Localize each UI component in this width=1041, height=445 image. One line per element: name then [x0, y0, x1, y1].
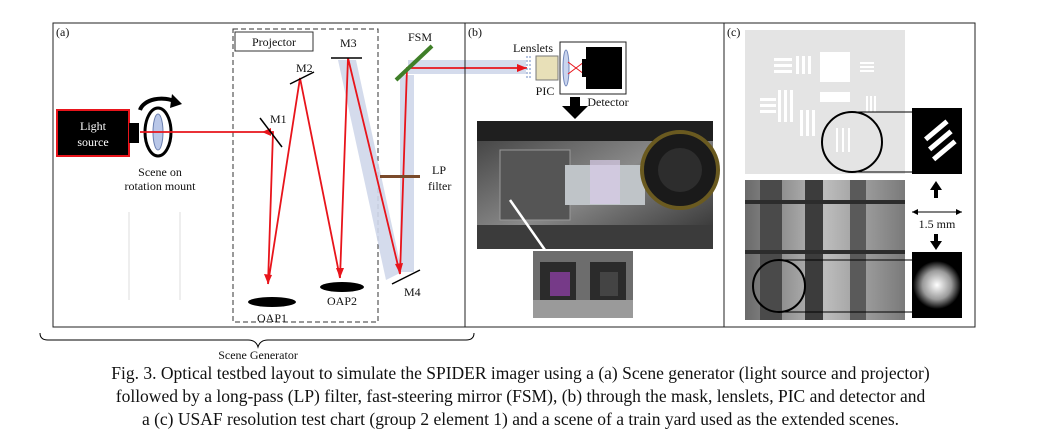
mask-inset-photo [533, 251, 633, 318]
pic-label: PIC [536, 84, 555, 98]
scale-arrow-up-head [930, 181, 942, 190]
detector-ray-2 [567, 61, 585, 75]
lp-filter [380, 175, 420, 178]
down-arrow-head [562, 106, 588, 119]
panel-b-label: (b) [468, 25, 482, 39]
mirror-m4-label: M4 [404, 285, 421, 299]
beam-arrow-5 [517, 64, 527, 72]
panel-c-label: (c) [727, 25, 740, 39]
figure-caption: Fig. 3. Optical testbed layout to simula… [0, 362, 1041, 431]
detector-label: Detector [587, 95, 628, 109]
panel-c-frame [723, 22, 976, 328]
scene-mount-label-1: Scene on [138, 165, 182, 179]
mirror-m1 [259, 117, 283, 148]
train-spot [913, 261, 961, 309]
projector-label: Projector [252, 35, 296, 49]
caption-line-3: a (c) USAF resolution test chart (group … [141, 409, 900, 429]
pic-chip [535, 55, 559, 81]
mirror-oap1-label: OAP1 [257, 311, 287, 325]
train-yard-image [745, 180, 905, 320]
mirror-m2-label: M2 [296, 61, 313, 75]
usaf-chart-image [745, 30, 905, 174]
beam-arrow-4 [395, 263, 403, 274]
scene-generator-label: Scene Generator [218, 348, 298, 362]
mirror-oap2-label: OAP2 [327, 294, 357, 308]
detector-lens [562, 49, 570, 87]
light-source-label-1: Light [80, 119, 107, 133]
detector-sensor [582, 59, 588, 77]
detector-body [586, 47, 622, 89]
beam-arrow-2 [264, 274, 272, 284]
caption-line-1: Fig. 3. Optical testbed layout to simula… [111, 363, 930, 383]
light-source-box [56, 109, 130, 157]
mirror-m2 [289, 71, 315, 85]
usaf-spot-bars [923, 119, 957, 162]
beam-path [140, 57, 527, 285]
rotation-arrow-head [170, 94, 182, 108]
projector-label-box [234, 31, 314, 52]
beam-shade-diagonal [338, 60, 402, 280]
mirror-m4 [391, 269, 421, 285]
scale-bar-right-tip [956, 209, 962, 215]
lp-filter-label-1: LP [432, 163, 446, 177]
scale-bar-left-tip [912, 209, 918, 215]
down-arrow-stem [570, 97, 580, 107]
fsm-mirror [394, 44, 434, 82]
beam-shade-vertical [400, 75, 414, 272]
mirror-oap2 [320, 282, 364, 292]
scale-arrow-down-head [930, 241, 942, 250]
lenslets-array [526, 56, 531, 80]
scene-generator-brace [39, 332, 475, 349]
beam-arrow-1 [262, 128, 271, 136]
setup-photo [477, 121, 720, 251]
mirror-m1-label: M1 [270, 112, 287, 126]
fsm-label: FSM [408, 30, 432, 44]
beam-arrow-3 [336, 268, 344, 278]
lenslets-label: Lenslets [513, 41, 553, 55]
light-source-label-2: source [77, 135, 108, 149]
beam-shade-horizontal [408, 60, 526, 74]
scale-arrow-down-stem [934, 234, 938, 242]
mirror-m3-label: M3 [340, 36, 357, 50]
light-source-nozzle [129, 123, 139, 143]
panel-a-label: (a) [56, 25, 69, 39]
scale-label: 1.5 mm [919, 217, 956, 231]
scale-arrow-up-stem [934, 188, 938, 198]
mirror-oap1 [248, 297, 296, 307]
scene-mount-label-2: rotation mount [125, 179, 197, 193]
caption-line-2: followed by a long-pass (LP) filter, fas… [115, 386, 926, 406]
lp-filter-label-2: filter [428, 179, 451, 193]
